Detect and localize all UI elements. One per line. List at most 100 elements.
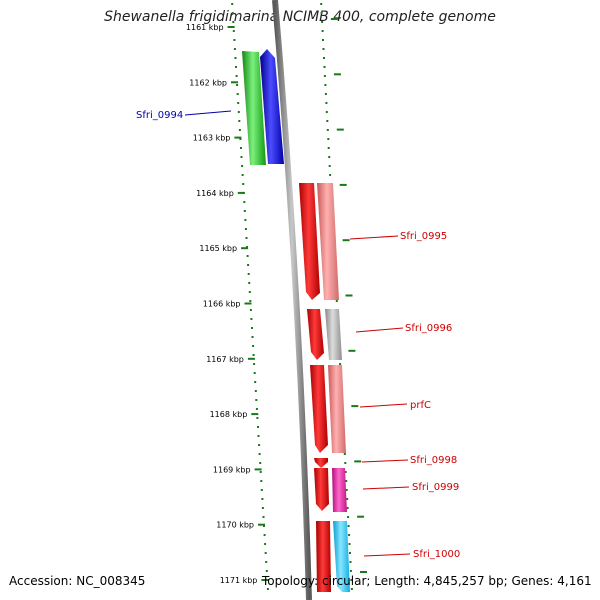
arc-dot (263, 525, 265, 527)
leader-sfri-0996 (355, 327, 404, 333)
arc-dot (231, 12, 234, 14)
arc-dot (261, 498, 264, 500)
arc-dot (345, 480, 348, 482)
arc-dot (328, 165, 331, 167)
arc-dot (325, 102, 328, 104)
arc-dot (255, 399, 258, 401)
arc-dot (254, 381, 257, 383)
arc-dot (262, 516, 265, 518)
kbp-tick (247, 357, 255, 360)
arc-dot (328, 156, 331, 158)
topology-text: Topology: circular; Length: 4,845,257 bp… (262, 574, 592, 588)
label-sfri-0996[interactable]: Sfri_0996 (405, 323, 452, 334)
kbp-label: 1170 kbp (216, 521, 254, 530)
arc-dot (235, 75, 238, 77)
gene-sfri-0998-red[interactable] (314, 458, 328, 468)
gene-sfri-1000-red[interactable] (316, 521, 331, 592)
kbp-tick (234, 136, 242, 139)
arc-dot (237, 102, 240, 104)
arc-dot (323, 66, 326, 68)
arc-dot (253, 372, 256, 374)
gene-sfri-0999-red[interactable] (314, 468, 329, 511)
arc-dot (237, 111, 240, 113)
arc-dot (263, 534, 266, 536)
leader-sfri-0998 (361, 459, 409, 463)
arc-dot (258, 444, 261, 446)
arc-dot (247, 273, 250, 275)
gene-sfri-0994-green[interactable] (242, 51, 266, 165)
right-tick (345, 294, 353, 297)
arc-dot (335, 300, 338, 302)
arc-dot (257, 426, 259, 428)
gene-prfc-salmon[interactable] (328, 365, 346, 453)
arc-dot (231, 3, 234, 5)
gene-prfc-red[interactable] (310, 365, 328, 453)
left-dotted-arc (231, 3, 269, 590)
arc-dot (243, 210, 246, 212)
arc-dot (236, 84, 239, 86)
leader-sfri-0999 (362, 486, 410, 490)
gene-sfri-0996-red[interactable] (307, 309, 324, 360)
arc-dot (241, 165, 244, 167)
arc-dot (344, 462, 347, 464)
label-prfc[interactable]: prfC (410, 400, 431, 411)
map-title: Shewanella frigidimarina NCIMB 400, comp… (104, 9, 496, 25)
arc-dot (346, 507, 349, 509)
arc-dot (250, 318, 253, 320)
label-sfri-0998[interactable]: Sfri_0998 (410, 455, 457, 466)
right-tick (348, 349, 356, 352)
label-sfri-1000[interactable]: Sfri_1000 (413, 549, 460, 560)
arc-dot (350, 579, 353, 581)
kbp-label: 1169 kbp (213, 465, 251, 474)
arc-dot (265, 561, 268, 563)
right-tick (360, 571, 367, 573)
right-tick (330, 18, 338, 20)
gene-sfri-0996-gray[interactable] (325, 309, 342, 360)
label-sfri-0999[interactable]: Sfri_0999 (412, 482, 459, 493)
arc-dot (249, 300, 252, 302)
kbp-tick (261, 579, 269, 581)
arc-dot (249, 309, 252, 311)
kbp-tick (258, 523, 265, 526)
arc-dot (327, 147, 330, 149)
gene-sfri-0994-blue[interactable] (260, 49, 284, 164)
arc-dot (240, 156, 243, 158)
arc-dot (265, 570, 268, 572)
right-tick (342, 239, 350, 242)
gene-sfri-0999-magenta[interactable] (332, 468, 347, 512)
arc-dot (260, 489, 263, 491)
arc-dot (324, 84, 327, 86)
arc-dot (248, 282, 251, 284)
kbp-label: 1161 kbp (186, 23, 224, 32)
label-sfri-0994[interactable]: Sfri_0994 (136, 110, 183, 121)
kbp-tick (251, 413, 259, 416)
arc-dot (347, 516, 350, 518)
arc-dot (321, 21, 324, 23)
kbp-tick (237, 191, 245, 194)
arc-dot (349, 561, 352, 563)
right-tick (333, 73, 341, 76)
arc-dot (242, 183, 245, 185)
arc-dot (253, 363, 256, 365)
arc-dot (325, 111, 328, 113)
arc-dot (347, 525, 350, 527)
arc-dot (326, 129, 329, 131)
leader-sfri-0994 (184, 110, 232, 116)
arc-dot (344, 471, 347, 473)
kbp-tick (231, 81, 238, 84)
right-tick (354, 460, 362, 463)
gene-sfri-1000-cyan[interactable] (333, 521, 350, 592)
label-sfri-0995[interactable]: Sfri_0995 (400, 231, 447, 242)
arc-dot (324, 93, 327, 95)
accession-text: Accession: NC_008345 (9, 574, 146, 588)
arc-dot (241, 174, 244, 176)
arc-dot (251, 336, 254, 338)
kbp-label: 1171 kbp (220, 576, 258, 585)
arc-dot (326, 120, 329, 122)
gene-sfri-0995-red[interactable] (299, 183, 320, 300)
arc-dot (248, 291, 251, 293)
arc-dot (348, 534, 351, 536)
gene-sfri-0995-salmon[interactable] (317, 183, 339, 300)
arc-dot (320, 3, 323, 5)
